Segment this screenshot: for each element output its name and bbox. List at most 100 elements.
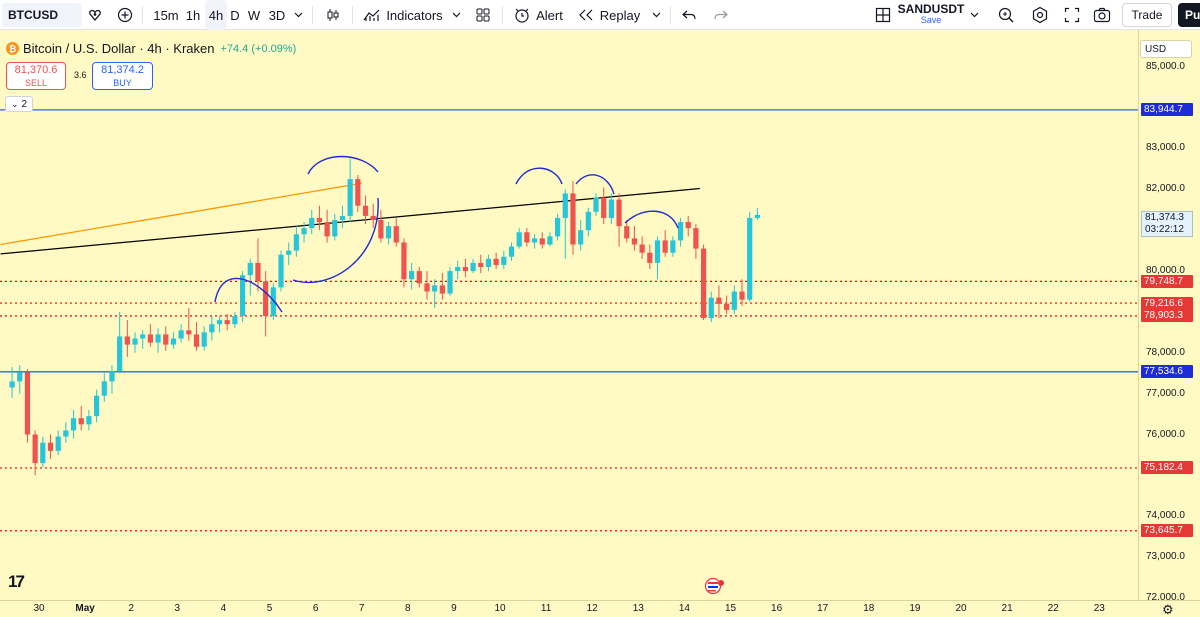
add-circle-icon[interactable] xyxy=(114,0,136,30)
publish-button[interactable]: Pu xyxy=(1178,3,1200,27)
magnify-icon[interactable] xyxy=(994,0,1018,30)
candle xyxy=(270,283,276,321)
candle-body xyxy=(531,238,538,243)
indicators-button[interactable]: Indicators xyxy=(362,0,444,30)
candle-body xyxy=(624,226,630,239)
candle-body xyxy=(40,442,46,464)
candle xyxy=(101,373,107,402)
candle-body xyxy=(631,238,638,245)
layout-name-button[interactable]: SANDUSDT Save xyxy=(898,0,965,30)
candle-body xyxy=(370,215,376,220)
undo-icon[interactable] xyxy=(678,0,700,30)
fullscreen-icon[interactable] xyxy=(1060,0,1084,30)
candle xyxy=(47,434,54,460)
candle-body xyxy=(424,283,430,292)
time-tick-label: 30 xyxy=(33,603,45,614)
replay-button[interactable]: Replay xyxy=(576,0,642,30)
candle-body xyxy=(147,334,153,343)
time-tick-label: 4 xyxy=(220,603,227,614)
pattern-arcs xyxy=(214,155,679,313)
candle-body xyxy=(339,215,346,220)
candle xyxy=(616,193,622,247)
chevron-down-icon: ⌄ xyxy=(10,98,19,109)
bitcoin-icon: ₿ xyxy=(6,42,19,55)
chart-canvas[interactable] xyxy=(0,30,1138,600)
candle-body xyxy=(78,418,84,425)
candle-body xyxy=(547,236,553,245)
axis-settings-icon[interactable]: ⚙ xyxy=(1162,602,1174,617)
candle xyxy=(501,250,507,270)
bar-countdown: 03:22:12 xyxy=(1145,224,1184,235)
candle-body xyxy=(293,234,299,251)
time-tick-label: 16 xyxy=(771,603,783,614)
candle xyxy=(94,389,100,423)
replay-dropdown[interactable] xyxy=(648,0,664,30)
candle-body xyxy=(263,281,269,317)
candle xyxy=(140,330,146,349)
candle xyxy=(470,258,476,274)
candle-body xyxy=(239,275,246,317)
candle xyxy=(670,236,676,257)
interval-d[interactable]: D xyxy=(230,7,240,23)
candle-body xyxy=(409,271,415,280)
interval-4h[interactable]: 4h xyxy=(205,0,227,30)
layout-save-label: Save xyxy=(920,15,942,25)
interval-w[interactable]: W xyxy=(247,7,261,23)
symbol-title: Bitcoin / U.S. Dollar · 4h · Kraken xyxy=(23,41,215,56)
indicator-toggle-button[interactable]: ⌄ 2 xyxy=(5,96,33,112)
candle xyxy=(370,203,376,229)
symbol-legend[interactable]: ₿ Bitcoin / U.S. Dollar · 4h · Kraken +7… xyxy=(6,41,296,56)
candle xyxy=(316,205,323,231)
candle-body xyxy=(224,320,230,325)
candle xyxy=(170,332,177,349)
templates-icon[interactable] xyxy=(472,0,494,30)
sell-button[interactable]: 81,370.6 SELL xyxy=(6,62,66,90)
pattern-arc xyxy=(575,174,615,195)
trade-button[interactable]: Trade xyxy=(1122,3,1172,27)
indicators-dropdown[interactable] xyxy=(448,0,464,30)
chevron-down-icon[interactable] xyxy=(290,0,306,30)
buy-button[interactable]: 81,374.2 BUY xyxy=(92,62,153,90)
alert-button[interactable]: Alert xyxy=(510,0,566,30)
candle xyxy=(478,254,484,274)
time-tick-label: 6 xyxy=(312,603,319,614)
currency-selector[interactable]: USD xyxy=(1140,40,1192,58)
layout-dropdown[interactable] xyxy=(966,0,982,30)
heart-shield-icon[interactable] xyxy=(84,0,106,30)
time-axis[interactable] xyxy=(0,600,1200,617)
chart-pane[interactable] xyxy=(0,30,1138,600)
redo-icon[interactable] xyxy=(710,0,732,30)
candle-body xyxy=(55,436,61,451)
candle-body xyxy=(416,271,422,284)
interval-1h[interactable]: 1h xyxy=(185,7,201,23)
candle-body xyxy=(516,232,522,247)
news-flag-icon[interactable] xyxy=(704,577,726,595)
layout-icon[interactable] xyxy=(872,0,894,30)
candle xyxy=(385,222,392,245)
sell-label: SELL xyxy=(24,78,48,88)
price-tick-label: 72,000.0 xyxy=(1146,591,1185,603)
candle xyxy=(531,234,538,249)
time-tick-label: 13 xyxy=(632,603,644,614)
camera-icon[interactable] xyxy=(1090,0,1114,30)
candle-body xyxy=(270,287,276,317)
candle xyxy=(439,273,445,300)
candle xyxy=(201,326,207,351)
candle-body xyxy=(555,217,561,237)
candle xyxy=(132,332,138,353)
interval-15m[interactable]: 15m xyxy=(153,7,179,23)
price-tick-label: 73,000.0 xyxy=(1146,551,1185,563)
alert-label: Alert xyxy=(536,7,563,23)
interval-3d[interactable]: 3D xyxy=(268,7,286,23)
candle xyxy=(332,213,338,241)
symbol-search-button[interactable]: BTCUSD xyxy=(2,3,82,27)
candle-body xyxy=(355,179,361,206)
candle xyxy=(608,193,614,225)
candle-body xyxy=(286,250,292,255)
gear-icon[interactable] xyxy=(1028,0,1052,30)
candle xyxy=(462,258,468,278)
candles-icon[interactable] xyxy=(322,0,344,30)
toolbar-divider xyxy=(670,6,671,24)
price-tick-label: 83,000.0 xyxy=(1146,142,1185,154)
candle-body xyxy=(309,217,315,229)
